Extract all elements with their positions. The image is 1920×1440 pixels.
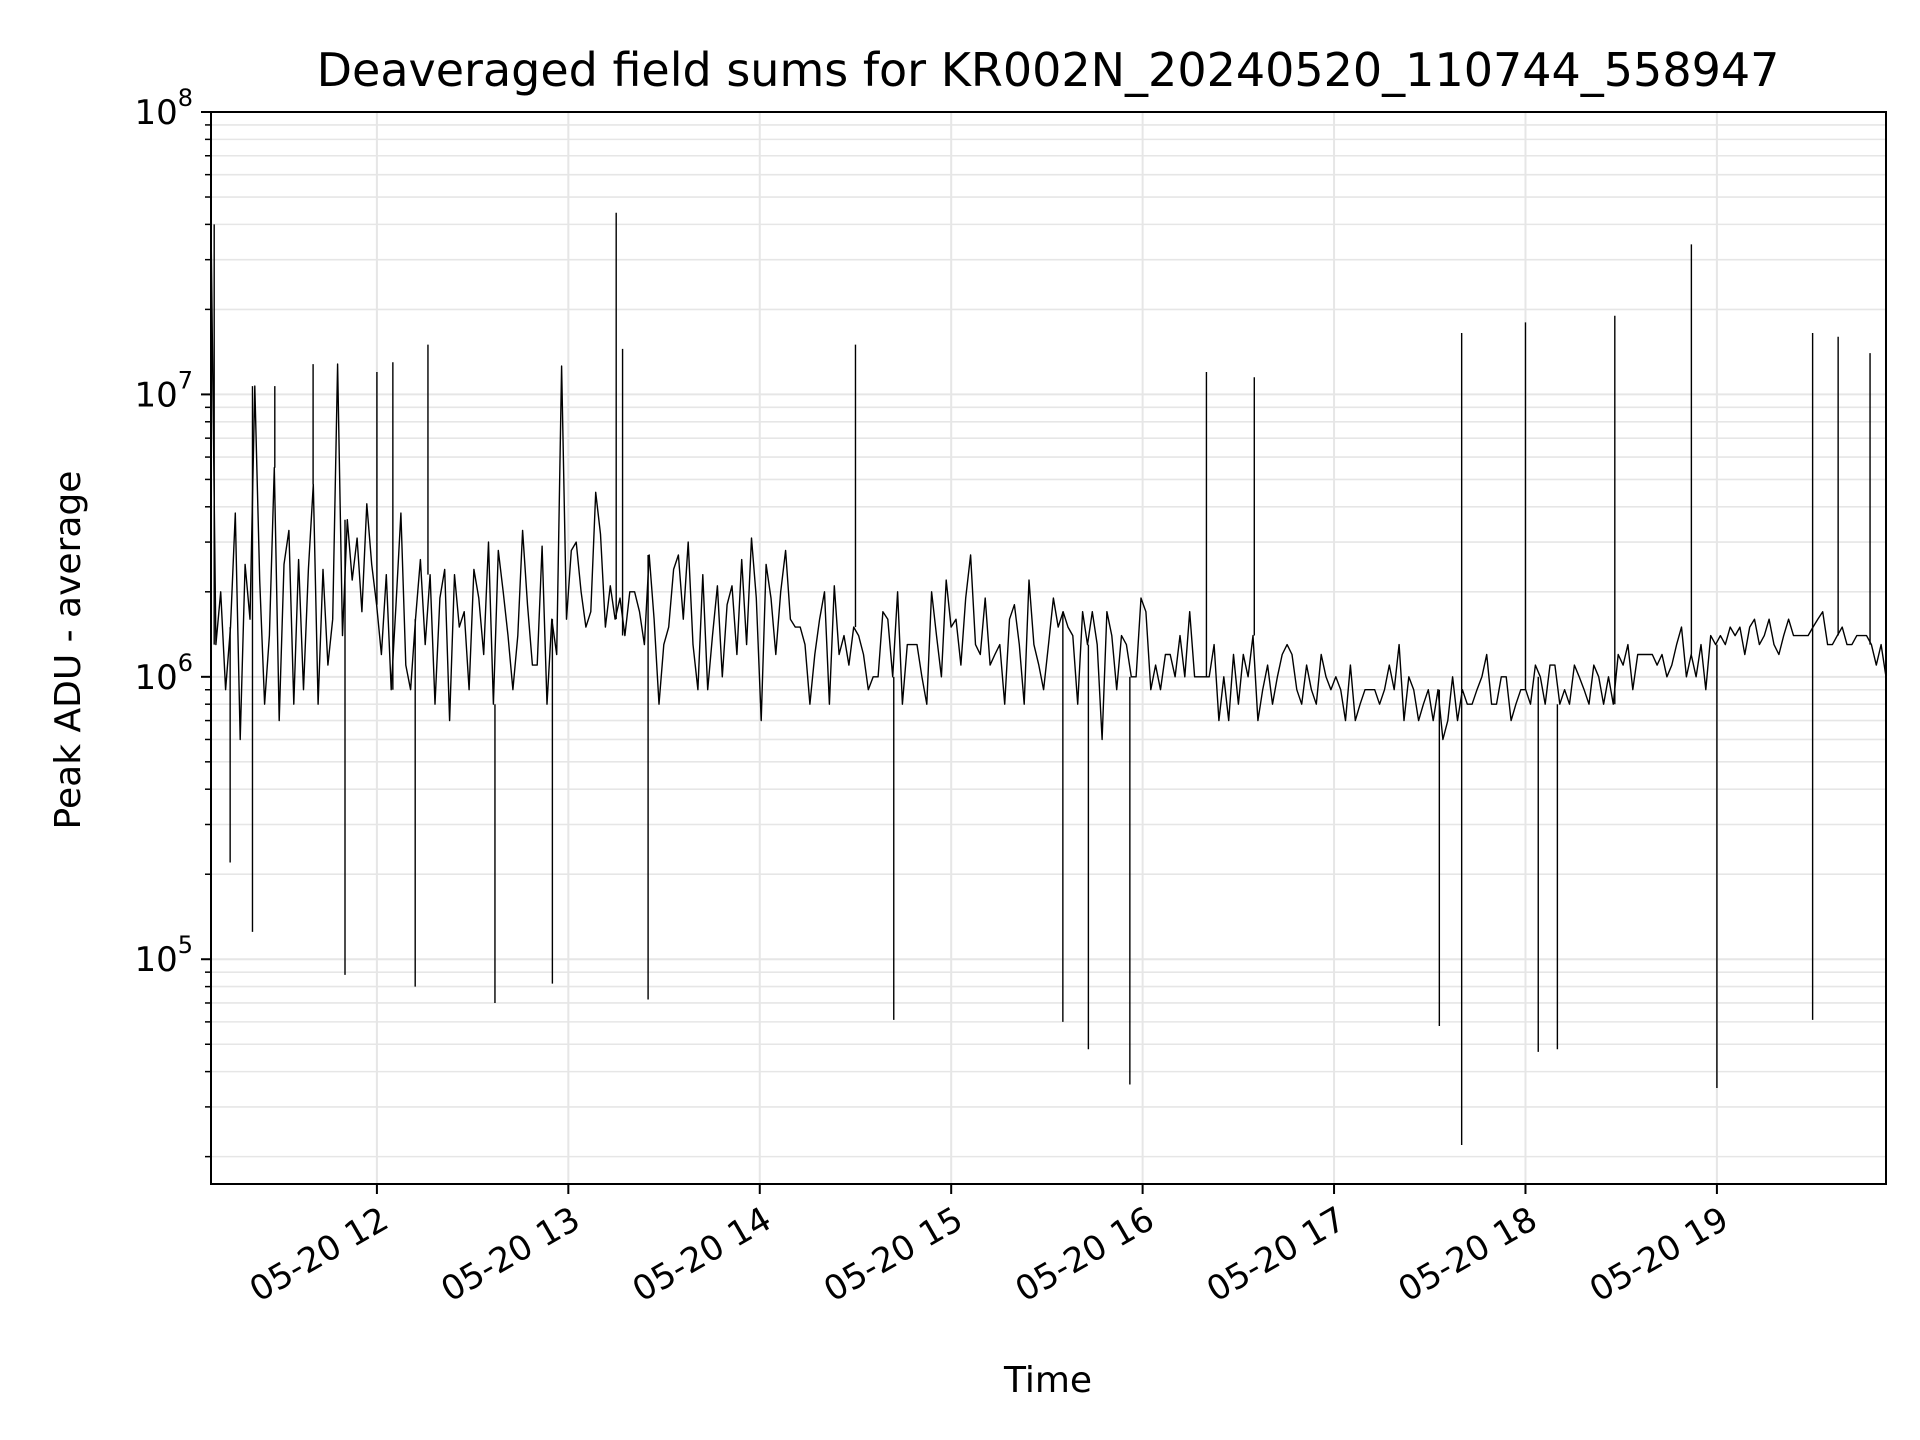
y-tick-exponent: 7 — [178, 366, 193, 394]
x-axis-label: Time — [1003, 1360, 1092, 1401]
y-axis-label: Peak ADU - average — [48, 471, 89, 830]
series-layer — [210, 212, 1887, 1145]
y-tick-exponent: 8 — [178, 84, 193, 112]
chart-title: Deaveraged field sums for KR002N_2024052… — [317, 43, 1780, 97]
series-line — [210, 224, 1887, 741]
y-tick-exponent: 6 — [178, 649, 193, 677]
plot-frame — [210, 111, 1887, 1185]
y-tick-exponent: 5 — [178, 931, 193, 959]
